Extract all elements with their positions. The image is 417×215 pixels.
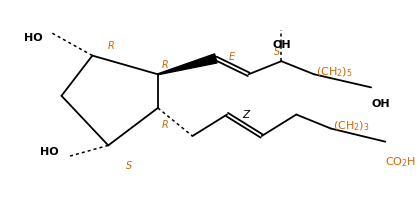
Text: S: S <box>274 47 280 57</box>
Polygon shape <box>158 54 217 75</box>
Text: R: R <box>162 120 169 130</box>
Text: OH: OH <box>272 40 291 50</box>
Text: Z: Z <box>242 111 249 120</box>
Text: (CH$_2$)$_5$: (CH$_2$)$_5$ <box>316 66 352 79</box>
Text: OH: OH <box>371 99 390 109</box>
Text: S: S <box>126 161 132 171</box>
Text: (CH$_2$)$_3$: (CH$_2$)$_3$ <box>333 120 369 134</box>
Text: E: E <box>229 52 235 61</box>
Text: HO: HO <box>24 33 43 43</box>
Text: R: R <box>108 41 114 51</box>
Text: HO: HO <box>40 147 59 157</box>
Text: R: R <box>162 60 169 70</box>
Text: CO$_2$H: CO$_2$H <box>385 155 416 169</box>
